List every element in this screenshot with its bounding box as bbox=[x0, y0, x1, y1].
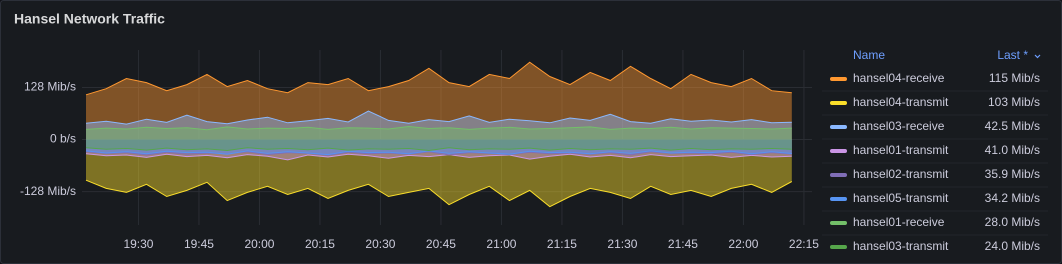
x-tick-label: 21:30 bbox=[607, 237, 637, 251]
area-fill bbox=[86, 139, 792, 160]
x-tick-label: 21:00 bbox=[486, 237, 516, 251]
x-tick-label: 19:30 bbox=[123, 237, 153, 251]
y-tick-label: -128 Mib/s bbox=[20, 184, 76, 198]
legend-last: 41.0 Mib/s bbox=[985, 143, 1040, 157]
legend-header[interactable]: Last * bbox=[997, 48, 1028, 62]
legend-label[interactable]: hansel05-transmit bbox=[853, 191, 949, 205]
x-tick-label: 21:15 bbox=[547, 237, 577, 251]
series-line bbox=[85, 61, 792, 96]
series-line bbox=[85, 147, 792, 152]
legend-label[interactable]: hansel01-transmit bbox=[853, 143, 949, 157]
legend-label[interactable]: hansel01-receive bbox=[853, 215, 945, 229]
area-fill bbox=[86, 139, 792, 151]
series-line bbox=[85, 179, 793, 208]
y-tick-label: 128 Mib/s bbox=[24, 80, 76, 94]
x-tick-label: 22:15 bbox=[789, 237, 819, 251]
legend-last: 24.0 Mib/s bbox=[985, 239, 1040, 253]
chart-title: Hansel Network Traffic bbox=[14, 11, 165, 27]
plot-area bbox=[82, 50, 812, 225]
series-line bbox=[85, 110, 792, 125]
legend-last: 115 Mib/s bbox=[989, 71, 1040, 85]
legend-label[interactable]: hansel02-transmit bbox=[853, 167, 949, 181]
legend-last: 103 Mib/s bbox=[988, 95, 1040, 109]
legend-last: 42.5 Mib/s bbox=[985, 119, 1040, 133]
series-line bbox=[85, 150, 792, 156]
series-line bbox=[85, 153, 792, 161]
x-tick-label: 20:00 bbox=[244, 237, 274, 251]
series-line bbox=[85, 125, 792, 131]
x-tick-label: 19:45 bbox=[184, 237, 214, 251]
x-tick-label: 20:15 bbox=[305, 237, 335, 251]
legend-label[interactable]: hansel04-receive bbox=[853, 71, 945, 85]
legend-label[interactable]: hansel03-receive bbox=[853, 119, 945, 133]
x-tick-label: 20:30 bbox=[365, 237, 395, 251]
legend-header[interactable]: Name bbox=[853, 48, 885, 62]
area-fill bbox=[86, 139, 792, 155]
area-fill bbox=[86, 139, 792, 156]
legend-label[interactable]: hansel03-transmit bbox=[853, 239, 949, 253]
y-tick-label: 0 b/s bbox=[50, 132, 76, 146]
x-tick-label: 21:45 bbox=[668, 237, 698, 251]
x-tick-label: 20:45 bbox=[426, 237, 456, 251]
area-fill bbox=[86, 126, 792, 140]
legend-last: 28.0 Mib/s bbox=[985, 215, 1040, 229]
legend-last: 35.9 Mib/s bbox=[985, 167, 1040, 181]
legend-last: 34.2 Mib/s bbox=[985, 191, 1040, 205]
x-tick-label: 22:00 bbox=[728, 237, 758, 251]
sort-caret bbox=[1034, 54, 1041, 59]
legend-label[interactable]: hansel04-transmit bbox=[853, 95, 949, 109]
area-fill bbox=[86, 62, 792, 140]
